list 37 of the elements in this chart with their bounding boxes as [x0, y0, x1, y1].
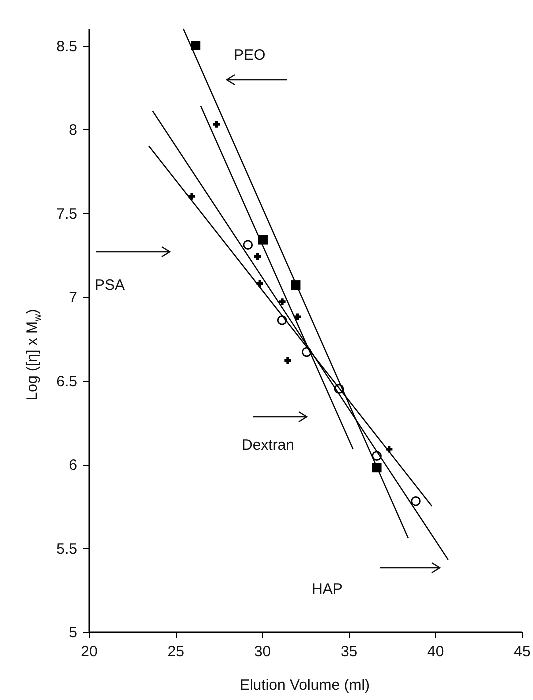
point [258, 235, 268, 245]
point [302, 347, 312, 358]
point [284, 357, 292, 364]
x-tick-label: 40 [428, 644, 444, 660]
point [191, 41, 201, 50]
point [291, 280, 301, 290]
y-tick-label: 6.5 [56, 373, 78, 390]
point [334, 384, 344, 394]
annotation: PSA [95, 277, 126, 294]
point [372, 451, 382, 461]
point [254, 253, 262, 260]
point [188, 193, 196, 200]
annotation: HAP [312, 581, 343, 598]
x-tick-label: 35 [340, 644, 358, 660]
point [279, 298, 286, 306]
point [256, 280, 264, 287]
y-tick-label: 7 [69, 290, 78, 306]
point [386, 446, 393, 453]
x-tick-label: 30 [254, 644, 272, 660]
x-tick-label: 20 [81, 644, 98, 660]
point [372, 463, 382, 473]
x-axis-title: Elution Volume (ml) [240, 677, 370, 694]
x-tick-label: 45 [514, 644, 531, 660]
y-tick-label: 5.5 [56, 540, 78, 558]
point [411, 496, 421, 506]
point [277, 316, 288, 326]
y-tick-label: 7.5 [56, 206, 78, 223]
y-tick-label: 8.5 [56, 38, 78, 56]
x-tick-label: 25 [168, 644, 184, 660]
point [213, 121, 220, 128]
point [294, 314, 302, 320]
y-tick-label: 8 [69, 122, 78, 139]
y-tick-label: 6 [69, 457, 78, 474]
annotation: PEO [234, 47, 266, 64]
annotation: Dextran [242, 437, 295, 454]
point [243, 240, 254, 250]
y-tick-label: 5 [69, 624, 78, 642]
